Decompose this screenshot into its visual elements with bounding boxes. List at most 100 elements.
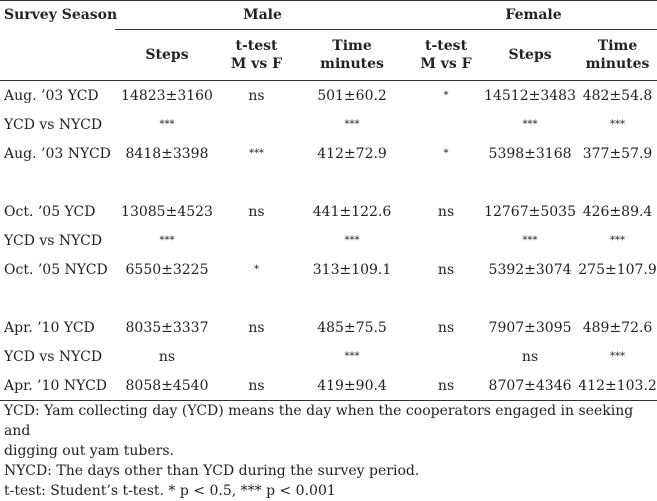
table-row: YCD vs NYCD *** *** *** ***: [0, 110, 657, 139]
survey-table-container: Survey Season Male Female Steps t-test M …: [0, 0, 657, 401]
table-row: Aug. ’03 NYCD 8418±3398 *** 412±72.9 * 5…: [0, 139, 657, 168]
female-time-cell: 489±72.6: [582, 319, 653, 336]
row-label: Aug. ’03 NYCD: [4, 145, 111, 162]
header-female-time: Time minutes: [578, 29, 657, 81]
row-label: Aug. ’03 YCD: [4, 87, 99, 104]
table-row: Apr. ’10 YCD 8035±3337 ns 485±75.5 ns 79…: [0, 313, 657, 342]
female-steps-cell: 7907±3095: [488, 319, 572, 336]
male-ttest-cell: [219, 226, 294, 255]
footnote-ycd-line2: digging out yam tubers.: [4, 443, 174, 459]
male-steps-cell: 13085±4523: [121, 203, 213, 220]
header-male-time-line1: Time: [332, 38, 372, 54]
spacer-row: [0, 284, 657, 313]
header-female-ttest-line1: t-test: [425, 38, 468, 54]
row-label: Apr. ’10 NYCD: [0, 371, 115, 401]
male-ttest-cell: ns: [248, 87, 265, 104]
header-row-1: Survey Season Male Female: [0, 0, 657, 30]
female-ttest-cell: [410, 342, 482, 371]
male-ttest-cell: ***: [249, 148, 264, 159]
table-row: Apr. ’10 NYCD 8058±4540 ns 419±90.4 ns 8…: [0, 371, 657, 401]
header-male-time-line2: minutes: [320, 56, 384, 72]
male-steps-cell: ns: [158, 348, 176, 365]
female-ttest-cell: [410, 110, 482, 139]
male-time-cell: 313±109.1: [312, 261, 392, 278]
female-steps-cell: 5398±3168: [488, 145, 572, 162]
header-male: Male: [115, 0, 411, 30]
female-time-cell: 377±57.9: [582, 145, 653, 162]
header-male-time: Time minutes: [294, 29, 411, 81]
male-ttest-cell: ns: [248, 319, 265, 336]
female-time-cell: ***: [610, 235, 626, 246]
male-time-cell: ***: [344, 351, 360, 362]
header-male-steps: Steps: [115, 29, 219, 81]
male-ttest-cell: [219, 342, 294, 371]
female-time-cell: ***: [610, 119, 626, 130]
footnote-nycd: NYCD: The days other than YCD during the…: [4, 463, 420, 479]
male-time-cell: ***: [344, 235, 360, 246]
row-label: Apr. ’10 YCD: [4, 319, 95, 336]
male-ttest-cell: *: [254, 264, 259, 275]
male-steps-cell: ***: [159, 119, 175, 130]
female-time-cell: 482±54.8: [582, 87, 653, 104]
row-label: YCD vs NYCD: [4, 116, 103, 133]
table-row: Oct. ’05 NYCD 6550±3225 * 313±109.1 ns 5…: [0, 255, 657, 284]
female-time-cell: ***: [610, 351, 626, 362]
table-footnotes: YCD: Yam collecting day (YCD) means the …: [4, 401, 654, 501]
spacer-cell: [0, 284, 657, 313]
male-time-cell: ***: [344, 119, 360, 130]
male-steps-cell: 8418±3398: [125, 145, 209, 162]
male-ttest-cell: ns: [248, 203, 265, 220]
header-male-ttest-line1: t-test: [235, 38, 278, 54]
header-male-ttest: t-test M vs F: [219, 29, 294, 81]
row-label: YCD vs NYCD: [4, 348, 103, 365]
header-female-steps: Steps: [482, 29, 579, 81]
male-steps-cell: ***: [159, 235, 175, 246]
survey-table: Survey Season Male Female Steps t-test M …: [0, 0, 657, 401]
spacer-cell: [0, 168, 657, 197]
female-steps-cell: ***: [522, 119, 538, 130]
female-ttest-cell: ns: [437, 261, 455, 278]
table-row: Oct. ’05 YCD 13085±4523 ns 441±122.6 ns …: [0, 197, 657, 226]
female-ttest-cell: ns: [410, 371, 483, 401]
female-steps-cell: ***: [522, 235, 538, 246]
female-time-cell: 412±103.2: [578, 371, 657, 401]
table-row: YCD vs NYCD *** *** *** ***: [0, 226, 657, 255]
table-row: Aug. ’03 YCD 14823±3160 ns 501±60.2 * 14…: [0, 81, 657, 111]
female-steps-cell: 14512±3483: [484, 87, 576, 104]
header-male-ttest-line2: M vs F: [230, 56, 283, 72]
male-time-cell: 419±90.4: [294, 371, 411, 401]
row-label: Oct. ’05 NYCD: [4, 261, 108, 278]
female-ttest-cell: ns: [437, 203, 455, 220]
male-time-cell: 441±122.6: [312, 203, 392, 220]
female-ttest-cell: ns: [437, 319, 455, 336]
female-steps-cell: 5392±3074: [488, 261, 572, 278]
female-steps-cell: 8707±4346: [482, 371, 579, 401]
female-ttest-cell: [410, 226, 482, 255]
header-blank: [0, 29, 115, 81]
male-steps-cell: 8058±4540: [115, 371, 219, 401]
female-ttest-cell: *: [443, 148, 449, 159]
male-time-cell: 485±75.5: [317, 319, 387, 336]
female-ttest-cell: *: [443, 90, 449, 101]
spacer-row: [0, 168, 657, 197]
header-row-2: Steps t-test M vs F Time minutes t-test M v…: [0, 29, 657, 81]
footnote-ycd-line1: YCD: Yam collecting day (YCD) means the …: [4, 403, 634, 439]
row-label: Oct. ’05 YCD: [4, 203, 96, 220]
female-time-cell: 275±107.9: [578, 261, 657, 278]
header-female-time-line1: Time: [597, 38, 638, 54]
female-steps-cell: ns: [521, 348, 539, 365]
footnote-ttest: t-test: Student’s t-test. * p < 0.5, ***…: [4, 483, 336, 499]
header-female: Female: [410, 0, 657, 30]
male-time-cell: 412±72.9: [317, 145, 387, 162]
header-female-ttest: t-test M vs F: [410, 29, 483, 81]
male-time-cell: 501±60.2: [317, 87, 387, 104]
male-ttest-cell: ns: [219, 371, 294, 401]
female-time-cell: 426±89.4: [582, 203, 653, 220]
table-row: YCD vs NYCD ns *** ns ***: [0, 342, 657, 371]
header-survey-season: Survey Season: [0, 0, 117, 30]
male-steps-cell: 8035±3337: [125, 319, 209, 336]
male-steps-cell: 14823±3160: [121, 87, 213, 104]
female-steps-cell: 12767±5035: [484, 203, 576, 220]
header-female-time-line2: minutes: [585, 56, 650, 72]
header-female-ttest-line2: M vs F: [420, 56, 472, 72]
